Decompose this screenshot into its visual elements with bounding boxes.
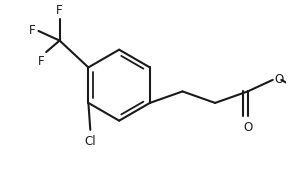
Text: Cl: Cl [84, 135, 96, 148]
Text: F: F [38, 55, 44, 68]
Text: O: O [274, 73, 284, 86]
Text: O: O [243, 121, 252, 134]
Text: F: F [56, 4, 63, 17]
Text: F: F [29, 24, 36, 37]
